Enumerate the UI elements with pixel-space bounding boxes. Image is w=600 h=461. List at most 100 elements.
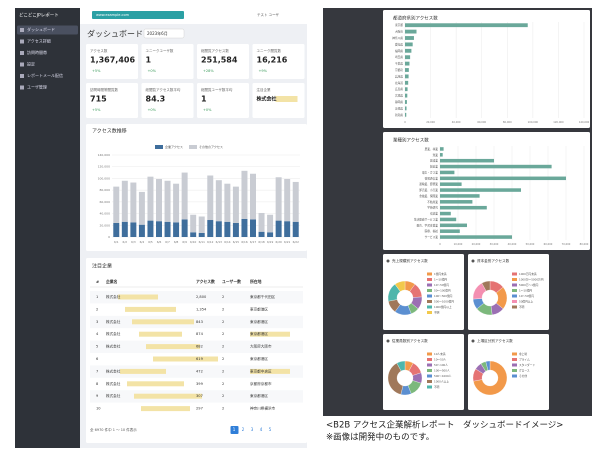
kpi-label: 総閲覧アクセス数 xyxy=(201,48,229,53)
kpi-value: 1 xyxy=(201,95,207,104)
legend-swatch xyxy=(512,374,517,378)
table-cell: 株式会社 xyxy=(106,294,121,299)
menu-icon xyxy=(20,39,24,44)
page-link[interactable]: 4 xyxy=(260,427,263,432)
table-cell: 神奈川県横浜市 xyxy=(250,406,276,411)
legend-swatch xyxy=(512,352,517,356)
y-tick-label: 不動産業 xyxy=(427,200,438,204)
legend-label: 1〜10億円 xyxy=(434,278,448,282)
month-select[interactable] xyxy=(143,28,185,39)
bar xyxy=(440,205,487,210)
bar-segment xyxy=(275,177,282,221)
table-cell: 472 xyxy=(196,369,203,373)
bar-segment xyxy=(164,221,171,237)
legend-swatch xyxy=(512,369,517,372)
caption: ※画像は開発中のものです。 xyxy=(326,432,434,443)
page-link[interactable]: 3 xyxy=(251,427,254,432)
x-tick-label: 60,000 xyxy=(544,242,553,246)
kpi-change: +5% xyxy=(92,108,101,112)
x-tick-label: 50,000 xyxy=(526,242,535,246)
x-tick-label: 80,000 xyxy=(580,242,589,246)
y-tick-label: 学術研究 xyxy=(427,206,438,210)
bar-segment xyxy=(138,224,145,237)
chart-card xyxy=(383,10,590,128)
site-select[interactable] xyxy=(92,11,184,19)
legend-swatch xyxy=(155,145,163,149)
table-footer: 全 6970 件中 1 〜 10 件表示 xyxy=(90,427,137,432)
table-cell: 619 xyxy=(196,357,204,361)
legend-label: 企業アクセス xyxy=(165,144,183,149)
bar xyxy=(440,182,462,186)
bar-segment xyxy=(207,220,214,237)
legend-swatch xyxy=(427,311,432,314)
menu-item[interactable]: アクセス詳細 xyxy=(27,38,51,44)
page-link[interactable]: 2 xyxy=(242,427,245,432)
menu-item[interactable]: ダッシュボード xyxy=(27,26,55,32)
table-cell: 2,800 xyxy=(196,295,207,299)
legend-label: 1000万〜5000万円 xyxy=(519,278,544,282)
mask xyxy=(134,393,202,399)
bar-segment xyxy=(181,172,188,220)
table-cell: 2 xyxy=(222,320,224,324)
menu-item[interactable]: 設定 xyxy=(27,61,35,67)
bar xyxy=(405,61,410,66)
legend-label: 1億円未満 xyxy=(434,272,447,276)
page-link[interactable]: 5 xyxy=(269,427,272,432)
y-tick-label: 漁業 xyxy=(433,153,439,157)
x-tick-label: 6/7 xyxy=(165,240,170,244)
bar xyxy=(405,74,409,79)
legend-swatch xyxy=(427,352,432,356)
x-tick-label: 6/12 xyxy=(207,240,214,244)
legend-label: 50億円以上 xyxy=(519,300,533,304)
bar xyxy=(440,194,480,198)
mask xyxy=(118,294,158,300)
x-tick-label: 6/6 xyxy=(157,240,162,244)
legend-label: 100〜500億円 xyxy=(434,294,453,298)
kpi-change: +0% xyxy=(148,69,157,73)
kpi-change: +0% xyxy=(148,108,157,112)
legend-label: 1000人以上 xyxy=(434,380,449,384)
y-tick-label: 製造業 xyxy=(430,165,438,169)
bar xyxy=(440,153,443,157)
table-cell: 2 xyxy=(96,307,98,311)
legend-swatch xyxy=(512,363,517,367)
legend-label: その他のアクセス xyxy=(199,144,223,149)
kpi-value: 16,216 xyxy=(257,56,288,65)
bar-segment xyxy=(258,212,265,232)
legend-label: 500〜1000億円 xyxy=(434,300,454,304)
bar-segment xyxy=(130,222,137,237)
x-tick-label: 6/1 xyxy=(114,240,119,244)
bar-segment xyxy=(156,221,162,237)
kpi-card xyxy=(86,83,138,118)
y-tick-label: 建設業 xyxy=(430,159,438,163)
chart-title: 都道府県別アクセス数 xyxy=(393,15,438,22)
donut-slice xyxy=(473,360,508,396)
menu-item[interactable]: 訪問時間帯 xyxy=(27,49,47,55)
bar xyxy=(405,106,407,111)
table-cell: 京都府京都市 xyxy=(250,381,272,386)
table-title: 注目企業 xyxy=(92,263,112,270)
table-cell: 8 xyxy=(96,382,99,386)
table-cell: 2 xyxy=(222,382,224,386)
page-active xyxy=(230,426,239,434)
x-tick-label: 80,000 xyxy=(503,120,512,124)
y-tick-label: 卸売業、小売業 xyxy=(419,188,438,192)
y-tick-label: 京都府 xyxy=(395,68,403,72)
table-cell: 2 xyxy=(222,307,224,311)
kpi-value: 251,584 xyxy=(201,56,238,65)
legend-swatch xyxy=(427,380,432,383)
kpi-card xyxy=(141,44,194,79)
menu-item[interactable]: レポートメール配信 xyxy=(27,72,63,78)
bar-segment xyxy=(190,232,197,237)
x-tick-label: 140,000 xyxy=(579,120,590,124)
menu-item[interactable]: ユーザ管理 xyxy=(27,84,47,90)
column-header: アクセス数 xyxy=(196,279,215,284)
site-name: www.example.com xyxy=(96,13,130,17)
bar xyxy=(405,80,409,85)
table-cell: 東京都港区 xyxy=(250,331,268,336)
bar-segment xyxy=(224,221,231,237)
page-link[interactable]: 1 xyxy=(233,427,236,432)
kpi-label: 総閲覧アクセス数平均 xyxy=(146,87,181,92)
kpi-label: 総閲覧ユーザ数平均 xyxy=(201,87,233,92)
